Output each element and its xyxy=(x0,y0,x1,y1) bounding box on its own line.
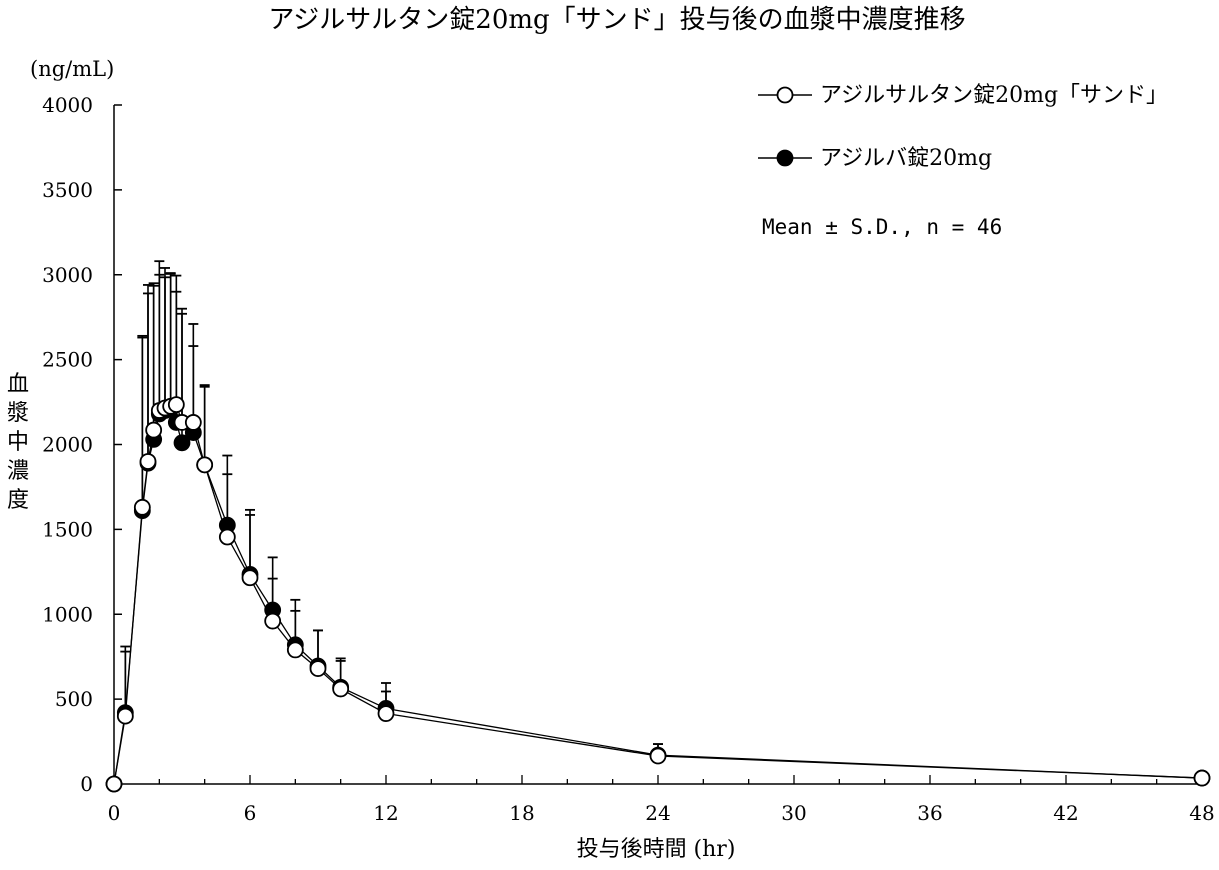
data-point-open xyxy=(218,528,236,546)
chart-title: アジルサルタン錠20mg「サンド」投与後の血漿中濃度推移 xyxy=(268,5,965,35)
data-point-open xyxy=(145,421,163,439)
y-axis-label-char: 血 xyxy=(7,372,29,397)
y-tick-label: 4000 xyxy=(42,93,93,117)
y-tick-label: 1000 xyxy=(42,602,93,626)
x-tick-label: 6 xyxy=(244,801,257,825)
series-markers xyxy=(105,396,1211,793)
data-point-open xyxy=(1193,769,1211,787)
series-line xyxy=(113,403,1203,785)
data-point-open xyxy=(184,414,202,431)
legend-marker-sandoz xyxy=(776,86,794,104)
data-point-open xyxy=(377,705,395,722)
x-tick-label: 24 xyxy=(645,801,670,825)
series-line xyxy=(113,408,1203,785)
y-tick-label: 2000 xyxy=(42,433,93,457)
x-tick-label: 42 xyxy=(1053,801,1078,825)
data-point-open xyxy=(309,660,327,677)
y-ticks: 0 500 1000 1500 2000 2500 3000 3500 4000 xyxy=(42,93,122,796)
data-point-open xyxy=(116,707,134,725)
x-axis-label: 投与後時間 (hr) xyxy=(577,837,736,862)
x-tick-label: 36 xyxy=(917,801,942,825)
data-point-filled xyxy=(173,434,191,452)
y-tick-label: 500 xyxy=(55,687,93,711)
y-axis-label-char: 度 xyxy=(7,488,29,513)
data-point-open xyxy=(649,747,667,765)
y-axis-unit: (ng/mL) xyxy=(30,57,114,81)
y-axis-label-char: 濃 xyxy=(7,459,29,484)
data-point-open xyxy=(139,453,157,470)
legend-marker-azilva xyxy=(776,149,794,167)
error-bars xyxy=(120,260,1207,779)
legend-label-sandoz: アジルサルタン錠20mg「サンド」 xyxy=(820,83,1168,108)
x-ticks: 0 6 12 18 24 30 36 42 48 xyxy=(108,775,1215,825)
data-point-open xyxy=(332,680,350,698)
y-tick-label: 1500 xyxy=(42,517,93,541)
series-lines xyxy=(113,403,1203,785)
data-point-open xyxy=(196,456,214,474)
y-tick-label: 2500 xyxy=(42,348,93,372)
y-axis-label: 血漿中濃度 xyxy=(7,372,29,513)
axes xyxy=(113,105,1202,785)
data-point-open xyxy=(105,775,123,793)
stats-note: Mean ± S.D., n = 46 xyxy=(762,215,1002,239)
y-tick-label: 0 xyxy=(80,772,93,796)
x-tick-label: 12 xyxy=(373,801,398,825)
data-point-open xyxy=(167,396,185,414)
data-point-open xyxy=(133,498,151,516)
x-tick-label: 0 xyxy=(108,801,121,825)
data-point-open xyxy=(264,612,282,630)
legend-label-azilva: アジルバ錠20mg xyxy=(820,146,992,171)
legend: アジルサルタン錠20mg「サンド」 アジルバ錠20mg Mean ± S.D.,… xyxy=(758,83,1168,239)
x-tick-label: 18 xyxy=(509,801,534,825)
x-tick-label: 30 xyxy=(781,801,806,825)
data-point-open xyxy=(241,569,259,587)
y-tick-label: 3000 xyxy=(42,263,93,287)
y-axis-label-char: 中 xyxy=(7,430,29,455)
y-tick-label: 3500 xyxy=(42,178,93,202)
data-point-open xyxy=(286,641,304,659)
x-tick-label: 48 xyxy=(1189,801,1214,825)
y-axis-label-char: 漿 xyxy=(7,401,29,426)
